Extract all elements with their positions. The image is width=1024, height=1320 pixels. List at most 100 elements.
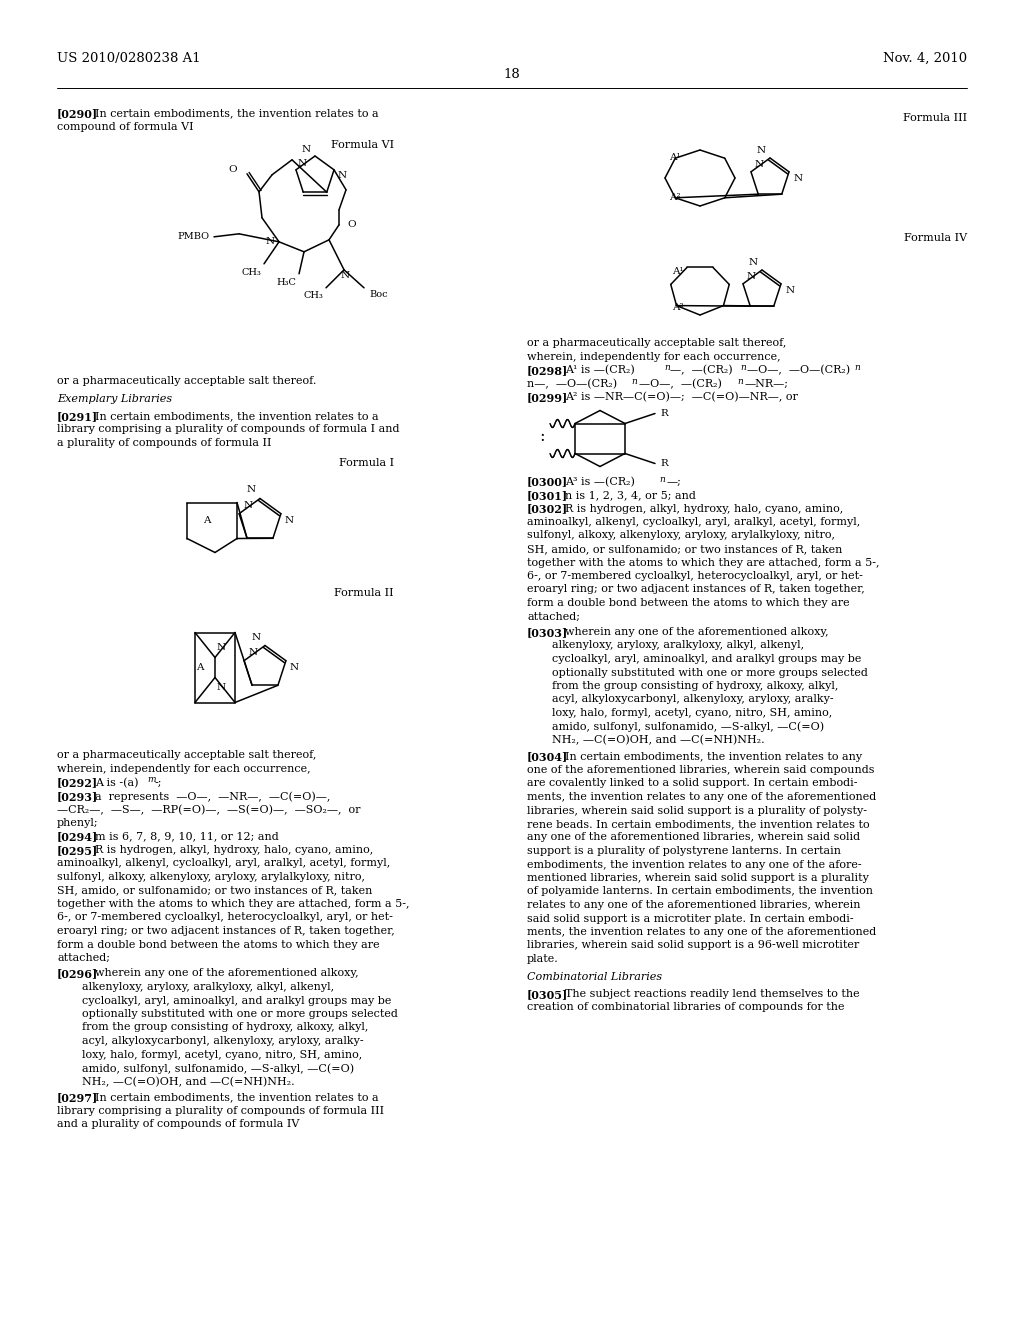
Text: creation of combinatorial libraries of compounds for the: creation of combinatorial libraries of c… bbox=[527, 1002, 845, 1012]
Text: In certain embodiments, the invention relates to a: In certain embodiments, the invention re… bbox=[95, 411, 379, 421]
Text: —O—,  —O—(CR₂): —O—, —O—(CR₂) bbox=[746, 366, 850, 375]
Text: [0305]: [0305] bbox=[527, 989, 568, 1001]
Text: [0295]: [0295] bbox=[57, 845, 98, 855]
Text: A¹ is —(CR₂): A¹ is —(CR₂) bbox=[565, 366, 635, 375]
Text: A is -(a): A is -(a) bbox=[95, 777, 138, 788]
Text: library comprising a plurality of compounds of formula I and: library comprising a plurality of compou… bbox=[57, 425, 399, 434]
Text: library comprising a plurality of compounds of formula III: library comprising a plurality of compou… bbox=[57, 1106, 384, 1115]
Text: N: N bbox=[793, 174, 802, 182]
Text: alkenyloxy, aryloxy, aralkyloxy, alkyl, alkenyl,: alkenyloxy, aryloxy, aralkyloxy, alkyl, … bbox=[82, 982, 334, 993]
Text: —NR—;: —NR—; bbox=[745, 379, 790, 388]
Text: Formula I: Formula I bbox=[339, 458, 394, 467]
Text: In certain embodiments, the invention relates to any: In certain embodiments, the invention re… bbox=[565, 751, 862, 762]
Text: [0294]: [0294] bbox=[57, 832, 98, 842]
Text: m is 6, 7, 8, 9, 10, 11, or 12; and: m is 6, 7, 8, 9, 10, 11, or 12; and bbox=[95, 832, 279, 842]
Text: A³ is —(CR₂): A³ is —(CR₂) bbox=[565, 477, 635, 487]
Text: cycloalkyl, aryl, aminoalkyl, and aralkyl groups may be: cycloalkyl, aryl, aminoalkyl, and aralky… bbox=[82, 995, 391, 1006]
Text: N: N bbox=[248, 648, 257, 657]
Text: form a double bond between the atoms to which they are: form a double bond between the atoms to … bbox=[57, 940, 380, 949]
Text: or a pharmaceutically acceptable salt thereof.: or a pharmaceutically acceptable salt th… bbox=[57, 376, 316, 385]
Text: A¹: A¹ bbox=[672, 268, 684, 276]
Text: together with the atoms to which they are attached, form a 5-,: together with the atoms to which they ar… bbox=[527, 557, 880, 568]
Text: ments, the invention relates to any one of the aforementioned: ments, the invention relates to any one … bbox=[527, 792, 877, 803]
Text: -;: -; bbox=[155, 777, 163, 788]
Text: libraries, wherein said solid support is a plurality of polysty-: libraries, wherein said solid support is… bbox=[527, 805, 867, 816]
Text: rene beads. In certain embodiments, the invention relates to: rene beads. In certain embodiments, the … bbox=[527, 818, 869, 829]
Text: CH₃: CH₃ bbox=[241, 268, 261, 277]
Text: N: N bbox=[298, 158, 307, 168]
Text: [0299]: [0299] bbox=[527, 392, 568, 403]
Text: ments, the invention relates to any one of the aforementioned: ments, the invention relates to any one … bbox=[527, 927, 877, 937]
Text: N: N bbox=[755, 160, 764, 169]
Text: attached;: attached; bbox=[57, 953, 110, 964]
Text: [0291]: [0291] bbox=[57, 411, 98, 422]
Text: :: : bbox=[540, 428, 545, 445]
Text: SH, amido, or sulfonamido; or two instances of R, taken: SH, amido, or sulfonamido; or two instan… bbox=[57, 886, 373, 895]
Text: phenyl;: phenyl; bbox=[57, 818, 98, 828]
Text: embodiments, the invention relates to any one of the afore-: embodiments, the invention relates to an… bbox=[527, 859, 861, 870]
Text: acyl, alkyloxycarbonyl, alkenyloxy, aryloxy, aralky-: acyl, alkyloxycarbonyl, alkenyloxy, aryl… bbox=[552, 694, 834, 705]
Text: n: n bbox=[664, 363, 670, 372]
Text: plate.: plate. bbox=[527, 954, 559, 964]
Text: wherein, independently for each occurrence,: wherein, independently for each occurren… bbox=[57, 764, 310, 774]
Text: 6-, or 7-membered cycloalkyl, heterocycloalkyl, aryl, or het-: 6-, or 7-membered cycloalkyl, heterocycl… bbox=[527, 572, 863, 581]
Text: are covalently linked to a solid support. In certain embodi-: are covalently linked to a solid support… bbox=[527, 779, 857, 788]
Text: N: N bbox=[285, 516, 294, 525]
Text: optionally substituted with one or more groups selected: optionally substituted with one or more … bbox=[552, 668, 868, 677]
Text: alkenyloxy, aryloxy, aralkyloxy, alkyl, alkenyl,: alkenyloxy, aryloxy, aralkyloxy, alkyl, … bbox=[552, 640, 804, 651]
Text: [0300]: [0300] bbox=[527, 477, 568, 487]
Text: eroaryl ring; or two adjacent instances of R, taken together,: eroaryl ring; or two adjacent instances … bbox=[527, 585, 864, 594]
Text: N: N bbox=[247, 486, 256, 495]
Text: 18: 18 bbox=[504, 69, 520, 81]
Text: and a plurality of compounds of formula IV: and a plurality of compounds of formula … bbox=[57, 1119, 299, 1129]
Text: mentioned libraries, wherein said solid support is a plurality: mentioned libraries, wherein said solid … bbox=[527, 873, 869, 883]
Text: N: N bbox=[337, 170, 346, 180]
Text: Formula IV: Formula IV bbox=[904, 234, 967, 243]
Text: A² is —NR—C(=O)—;  —C(=O)—NR—, or: A² is —NR—C(=O)—; —C(=O)—NR—, or bbox=[565, 392, 798, 403]
Text: [0290]: [0290] bbox=[57, 108, 98, 119]
Text: compound of formula VI: compound of formula VI bbox=[57, 121, 194, 132]
Text: A²: A² bbox=[670, 194, 681, 202]
Text: sulfonyl, alkoxy, alkenyloxy, aryloxy, arylalkyloxy, nitro,: sulfonyl, alkoxy, alkenyloxy, aryloxy, a… bbox=[527, 531, 835, 540]
Text: loxy, halo, formyl, acetyl, cyano, nitro, SH, amino,: loxy, halo, formyl, acetyl, cyano, nitro… bbox=[82, 1049, 362, 1060]
Text: n: n bbox=[737, 376, 742, 385]
Text: [0292]: [0292] bbox=[57, 777, 98, 788]
Text: a plurality of compounds of formula II: a plurality of compounds of formula II bbox=[57, 438, 271, 447]
Text: O: O bbox=[228, 165, 237, 174]
Text: optionally substituted with one or more groups selected: optionally substituted with one or more … bbox=[82, 1008, 398, 1019]
Text: Formula III: Formula III bbox=[903, 114, 967, 123]
Text: N: N bbox=[749, 257, 758, 267]
Text: support is a plurality of polystyrene lanterns. In certain: support is a plurality of polystyrene la… bbox=[527, 846, 841, 855]
Text: a  represents  —O—,  —NR—,  —C(=O)—,: a represents —O—, —NR—, —C(=O)—, bbox=[95, 791, 331, 801]
Text: amido, sulfonyl, sulfonamido, —S-alkyl, —C(=O): amido, sulfonyl, sulfonamido, —S-alkyl, … bbox=[82, 1063, 354, 1073]
Text: Formula II: Formula II bbox=[335, 587, 394, 598]
Text: Boc: Boc bbox=[369, 290, 388, 298]
Text: of polyamide lanterns. In certain embodiments, the invention: of polyamide lanterns. In certain embodi… bbox=[527, 887, 873, 896]
Text: N: N bbox=[266, 238, 275, 247]
Text: aminoalkyl, alkenyl, cycloalkyl, aryl, aralkyl, acetyl, formyl,: aminoalkyl, alkenyl, cycloalkyl, aryl, a… bbox=[57, 858, 390, 869]
Text: [0296]: [0296] bbox=[57, 969, 98, 979]
Text: R is hydrogen, alkyl, hydroxy, halo, cyano, amino,: R is hydrogen, alkyl, hydroxy, halo, cya… bbox=[565, 503, 843, 513]
Text: A: A bbox=[203, 516, 211, 525]
Text: [0302]: [0302] bbox=[527, 503, 568, 515]
Text: [0301]: [0301] bbox=[527, 490, 568, 502]
Text: CH₃: CH₃ bbox=[303, 290, 323, 300]
Text: A¹: A¹ bbox=[670, 153, 681, 162]
Text: Nov. 4, 2010: Nov. 4, 2010 bbox=[883, 51, 967, 65]
Text: N: N bbox=[757, 147, 766, 154]
Text: wherein any one of the aforementioned alkoxy,: wherein any one of the aforementioned al… bbox=[565, 627, 828, 638]
Text: A: A bbox=[197, 663, 204, 672]
Text: from the group consisting of hydroxy, alkoxy, alkyl,: from the group consisting of hydroxy, al… bbox=[552, 681, 839, 690]
Text: [0297]: [0297] bbox=[57, 1092, 98, 1104]
Text: R: R bbox=[660, 409, 668, 418]
Text: The subject reactions readily lend themselves to the: The subject reactions readily lend thems… bbox=[565, 989, 859, 999]
Text: wherein any one of the aforementioned alkoxy,: wherein any one of the aforementioned al… bbox=[95, 969, 358, 978]
Text: relates to any one of the aforementioned libraries, wherein: relates to any one of the aforementioned… bbox=[527, 900, 860, 909]
Text: Exemplary Libraries: Exemplary Libraries bbox=[57, 393, 172, 404]
Text: SH, amido, or sulfonamido; or two instances of R, taken: SH, amido, or sulfonamido; or two instan… bbox=[527, 544, 843, 554]
Text: [0304]: [0304] bbox=[527, 751, 568, 763]
Text: aminoalkyl, alkenyl, cycloalkyl, aryl, aralkyl, acetyl, formyl,: aminoalkyl, alkenyl, cycloalkyl, aryl, a… bbox=[527, 517, 860, 527]
Text: NH₂, —C(=O)OH, and —C(=NH)NH₂.: NH₂, —C(=O)OH, and —C(=NH)NH₂. bbox=[82, 1077, 295, 1086]
Text: or a pharmaceutically acceptable salt thereof,: or a pharmaceutically acceptable salt th… bbox=[57, 751, 316, 760]
Text: Formula VI: Formula VI bbox=[331, 140, 394, 150]
